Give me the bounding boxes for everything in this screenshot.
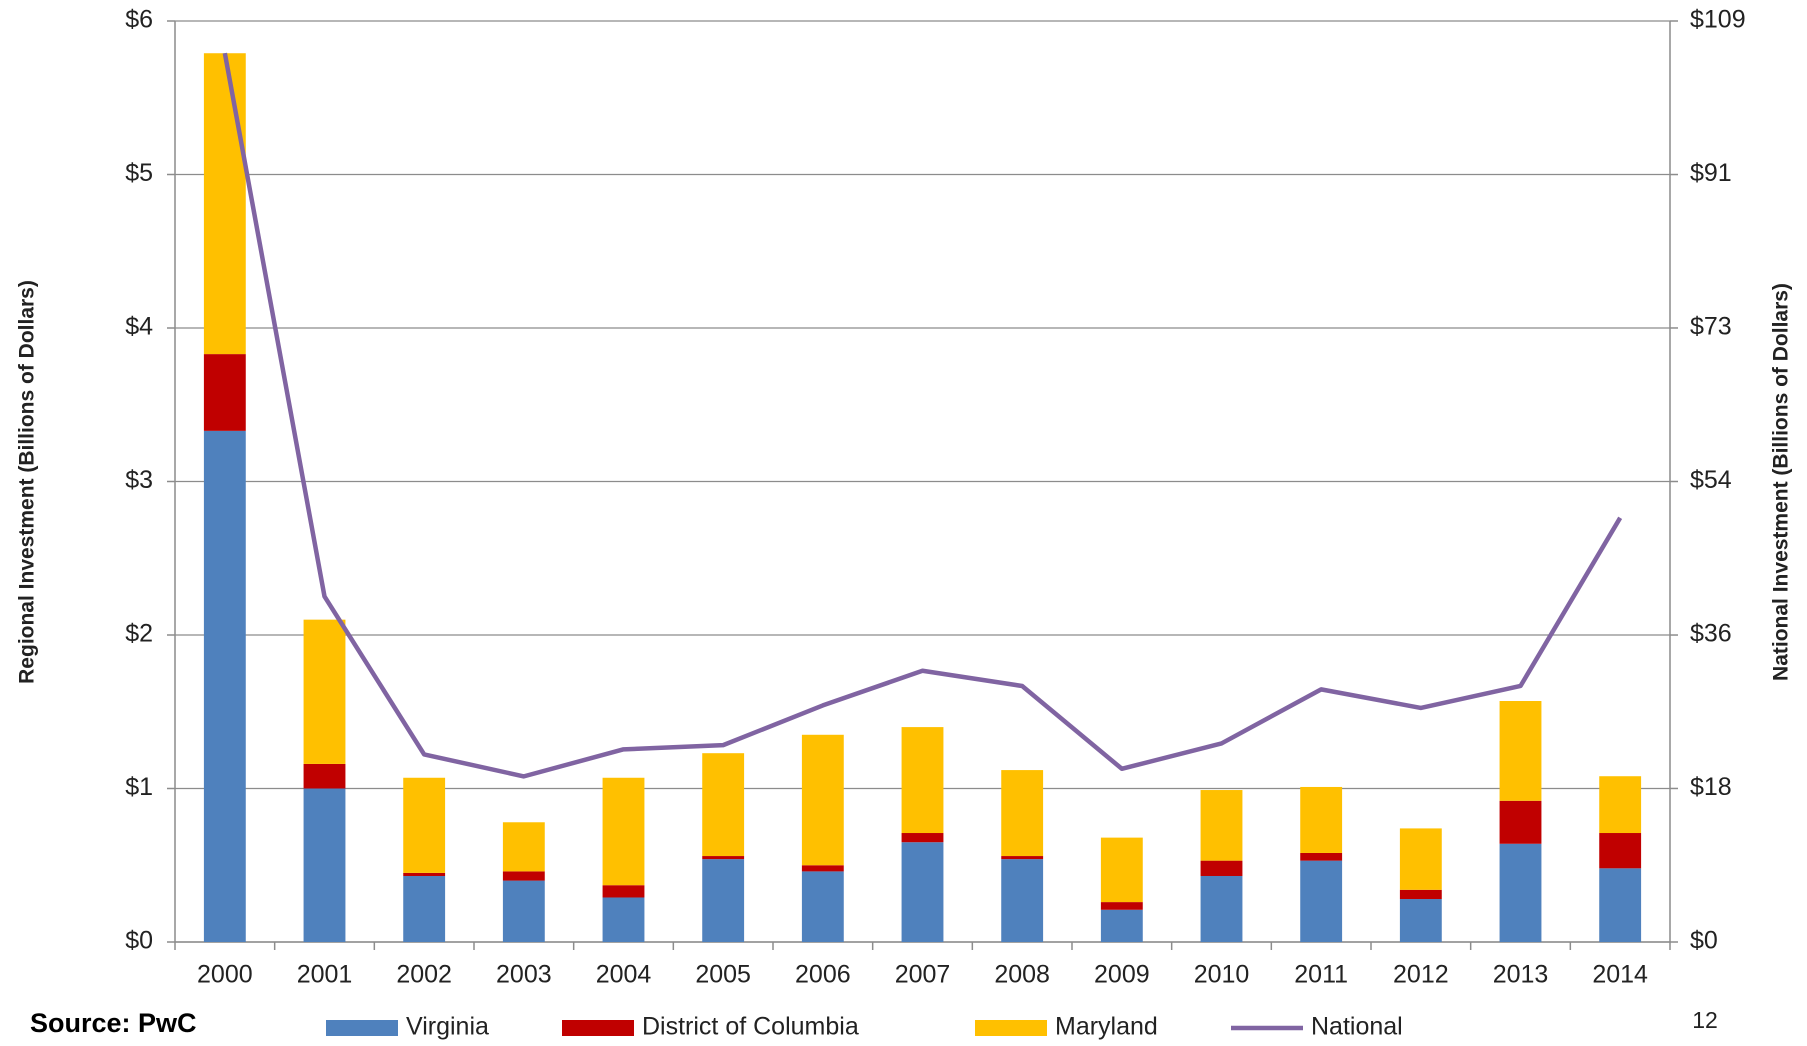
x-tick-label: 2005 [695, 961, 751, 989]
x-tick-label: 2007 [895, 961, 951, 989]
legend-swatch [326, 1020, 398, 1036]
bar-segment [1100, 909, 1143, 942]
y-tick-label: $0 [125, 927, 153, 955]
bar-segment [702, 753, 745, 857]
y-tick-label: $3 [125, 466, 153, 494]
bar-segment [502, 871, 545, 881]
bar-segment [1599, 833, 1642, 869]
y-tick-label: $4 [125, 313, 153, 341]
bar-segment [602, 897, 645, 942]
bar-segment [901, 842, 944, 942]
y2-tick-label: $54 [1690, 466, 1732, 494]
legend-swatch [975, 1020, 1047, 1036]
bar-segment [403, 872, 446, 876]
y-tick-label: $1 [125, 773, 153, 801]
x-tick-label: 2011 [1294, 961, 1348, 989]
x-tick-label: 2001 [297, 961, 353, 989]
bar-segment [602, 777, 645, 886]
legend-label: National [1311, 1013, 1403, 1041]
x-tick-label: 2009 [1094, 961, 1150, 989]
source-note: Source: PwC [30, 1008, 197, 1038]
line-series [222, 52, 1623, 779]
bar-segment [403, 875, 446, 942]
y2-tick-label: $36 [1690, 620, 1732, 648]
bar-segment [901, 833, 944, 843]
bar-segment [403, 777, 446, 873]
legend-label: Maryland [1055, 1013, 1158, 1041]
bar-segment [1399, 828, 1442, 890]
y2-tick-label: $0 [1690, 927, 1718, 955]
x-tick-label: 2006 [795, 961, 851, 989]
y2-axis-title: National Investment (Billions of Dollars… [1770, 283, 1793, 681]
bar-segment [1499, 843, 1542, 942]
legend-swatch [562, 1020, 634, 1036]
bar-segment [801, 871, 844, 942]
y2-tick-label: $91 [1690, 159, 1732, 187]
bar-segment [702, 856, 745, 860]
bar-segment [1200, 790, 1243, 861]
legend-label: District of Columbia [642, 1013, 859, 1041]
y-tick-label: $2 [125, 620, 153, 648]
bar-segment [1200, 875, 1243, 942]
x-tick-label: 2003 [496, 961, 552, 989]
bar-segment [502, 822, 545, 872]
bar-segment [602, 885, 645, 898]
y2-tick-label: $18 [1690, 773, 1732, 801]
bar-segment [801, 865, 844, 872]
bar-segment [303, 788, 346, 942]
bar-segment [801, 734, 844, 866]
bar-segment [1499, 800, 1542, 844]
y2-tick-label: $73 [1690, 313, 1732, 341]
bar-segment [1599, 776, 1642, 834]
y-axis-title: Regional Investment (Billions of Dollars… [16, 280, 39, 684]
bar-segment [1599, 868, 1642, 942]
x-tick-label: 2000 [197, 961, 253, 989]
bar-segment [203, 430, 246, 942]
bar-segment [1001, 859, 1044, 942]
x-tick-label: 2008 [994, 961, 1050, 989]
bar-segment [1200, 860, 1243, 876]
bar-segment [901, 727, 944, 834]
x-tick-label: 2004 [596, 961, 652, 989]
bar-segment [1300, 860, 1343, 942]
bar-segment [1001, 856, 1044, 860]
legend-label: Virginia [406, 1013, 489, 1041]
bar-segment [303, 763, 346, 789]
y-tick-label: $5 [125, 159, 153, 187]
x-tick-label: 2010 [1194, 961, 1250, 989]
bar-segment [1300, 786, 1343, 853]
page-number: 12 [1692, 1007, 1718, 1033]
bar-segment [702, 859, 745, 942]
bar-segment [203, 354, 246, 431]
bar-segment [1499, 701, 1542, 801]
bar-segment [203, 53, 246, 355]
x-tick-label: 2002 [396, 961, 452, 989]
x-tick-label: 2013 [1493, 961, 1549, 989]
y2-tick-label: $109 [1690, 6, 1746, 34]
y-tick-label: $6 [125, 6, 153, 34]
bar-segment [1100, 837, 1143, 903]
bar-segment [303, 619, 346, 764]
x-tick-label: 2014 [1592, 961, 1648, 989]
bar-segment [1300, 852, 1343, 861]
bar-segment [1100, 902, 1143, 910]
bar-segment [1001, 770, 1044, 857]
bar-segment [1399, 899, 1442, 942]
bar-segment [1399, 889, 1442, 900]
bar-segment [502, 880, 545, 942]
x-tick-label: 2012 [1393, 961, 1449, 989]
